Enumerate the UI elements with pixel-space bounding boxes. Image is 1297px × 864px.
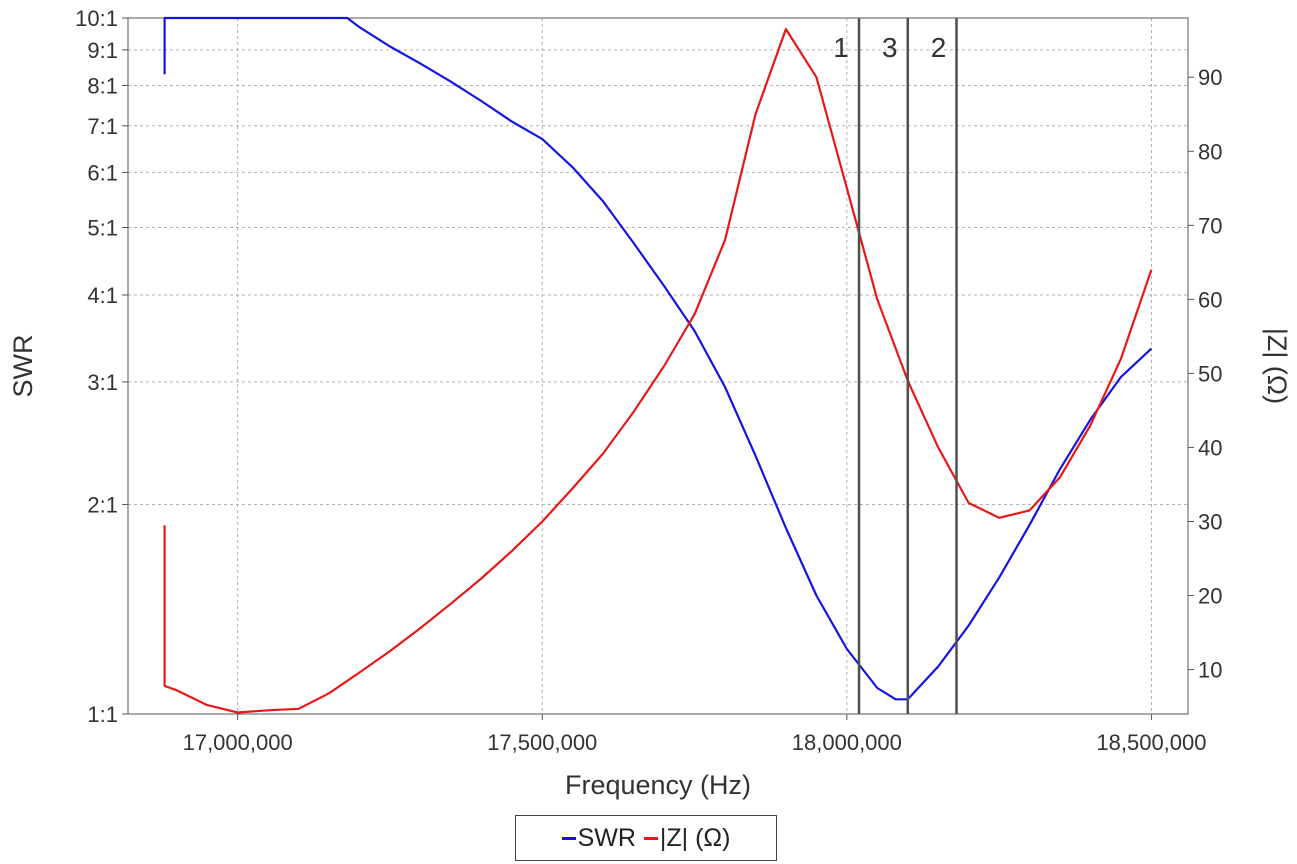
- legend-swatch-impedance: [643, 836, 658, 840]
- legend-label-impedance: |Z| (Ω): [659, 823, 731, 852]
- right-axis-label: |Z| (Ω): [1262, 328, 1292, 404]
- left-tick-label: 2:1: [87, 492, 118, 517]
- plot-area-border: [127, 17, 1189, 715]
- left-tick-label: 7:1: [87, 114, 118, 139]
- x-tick-label: 18,500,000: [1096, 730, 1206, 755]
- left-tick-label: 8:1: [87, 73, 118, 98]
- x-tick-label: 17,000,000: [183, 730, 293, 755]
- left-axis-label: SWR: [8, 335, 38, 398]
- right-axis-ticks: 10 20 30 40 50 60 70 80 90: [1188, 65, 1222, 683]
- chart-legend: SWR |Z| (Ω): [515, 815, 777, 861]
- swr-series-line: [163, 16, 1153, 701]
- left-tick-label: 10:1: [75, 6, 118, 31]
- legend-item-swr: SWR: [561, 823, 636, 853]
- x-axis-label: Frequency (Hz): [565, 770, 751, 800]
- impedance-series-line: [163, 28, 1153, 714]
- left-tick-label: 9:1: [87, 38, 118, 63]
- legend-item-impedance: |Z| (Ω): [643, 823, 731, 853]
- right-tick-label: 50: [1198, 361, 1222, 386]
- right-tick-label: 80: [1198, 139, 1222, 164]
- left-tick-label: 6:1: [87, 160, 118, 185]
- legend-label-swr: SWR: [577, 823, 636, 852]
- legend-swatch-swr: [561, 836, 576, 840]
- grid-lines: [128, 17, 1188, 715]
- series-lines: [163, 16, 1153, 714]
- right-tick-label: 20: [1198, 584, 1222, 609]
- right-tick-label: 30: [1198, 509, 1222, 534]
- x-axis-ticks: 17,000,000 17,500,000 18,000,000 18,500,000: [183, 714, 1207, 755]
- right-tick-label: 60: [1198, 287, 1222, 312]
- right-tick-label: 10: [1198, 658, 1222, 683]
- right-tick-label: 90: [1198, 65, 1222, 90]
- x-tick-label: 18,000,000: [792, 730, 902, 755]
- plot-frame: [127, 17, 1189, 715]
- x-tick-label: 17,500,000: [487, 730, 597, 755]
- left-tick-label: 1:1: [87, 702, 118, 727]
- right-tick-label: 40: [1198, 435, 1222, 460]
- marker-label-2: 2: [931, 32, 947, 63]
- frequency-markers: 1 3 2: [833, 18, 958, 714]
- left-tick-label: 4:1: [87, 283, 118, 308]
- marker-label-1: 1: [833, 32, 849, 63]
- left-tick-label: 3:1: [87, 370, 118, 395]
- right-tick-label: 70: [1198, 213, 1222, 238]
- left-tick-label: 5:1: [87, 216, 118, 241]
- left-axis-ticks: 1:1 2:1 3:1 4:1 5:1 6:1 7:1 8:1 9:1 10:1: [75, 6, 128, 727]
- marker-label-3: 3: [882, 32, 898, 63]
